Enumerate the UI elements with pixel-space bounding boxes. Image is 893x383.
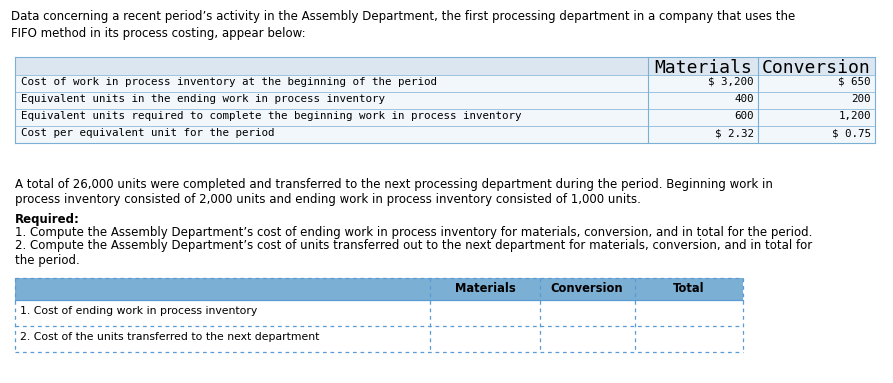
Text: $ 2.32: $ 2.32 <box>715 128 754 138</box>
Text: Cost of work in process inventory at the beginning of the period: Cost of work in process inventory at the… <box>21 77 437 87</box>
Text: 1. Cost of ending work in process inventory: 1. Cost of ending work in process invent… <box>20 306 257 316</box>
Text: 1,200: 1,200 <box>839 111 871 121</box>
Text: 1. Compute the Assembly Department’s cost of ending work in process inventory fo: 1. Compute the Assembly Department’s cos… <box>15 226 813 239</box>
Text: $ 3,200: $ 3,200 <box>708 77 754 87</box>
Text: A total of 26,000 units were completed and transferred to the next processing de: A total of 26,000 units were completed a… <box>15 178 772 206</box>
Text: 600: 600 <box>735 111 754 121</box>
Text: Equivalent units required to complete the beginning work in process inventory: Equivalent units required to complete th… <box>21 111 522 121</box>
Text: 200: 200 <box>852 94 871 104</box>
Text: $ 650: $ 650 <box>839 77 871 87</box>
Text: 400: 400 <box>735 94 754 104</box>
Text: Materials: Materials <box>654 59 752 77</box>
Text: Equivalent units in the ending work in process inventory: Equivalent units in the ending work in p… <box>21 94 385 104</box>
Text: Materials: Materials <box>455 282 515 295</box>
Text: Required:: Required: <box>15 213 79 226</box>
Text: 2. Cost of the units transferred to the next department: 2. Cost of the units transferred to the … <box>20 332 320 342</box>
Text: Conversion: Conversion <box>551 282 623 295</box>
Text: Conversion: Conversion <box>762 59 871 77</box>
Text: 2. Compute the Assembly Department’s cost of units transferred out to the next d: 2. Compute the Assembly Department’s cos… <box>15 239 813 267</box>
Text: Cost per equivalent unit for the period: Cost per equivalent unit for the period <box>21 128 274 138</box>
Text: Total: Total <box>673 282 705 295</box>
Text: $ 0.75: $ 0.75 <box>832 128 871 138</box>
Text: Data concerning a recent period’s activity in the Assembly Department, the first: Data concerning a recent period’s activi… <box>11 10 795 40</box>
